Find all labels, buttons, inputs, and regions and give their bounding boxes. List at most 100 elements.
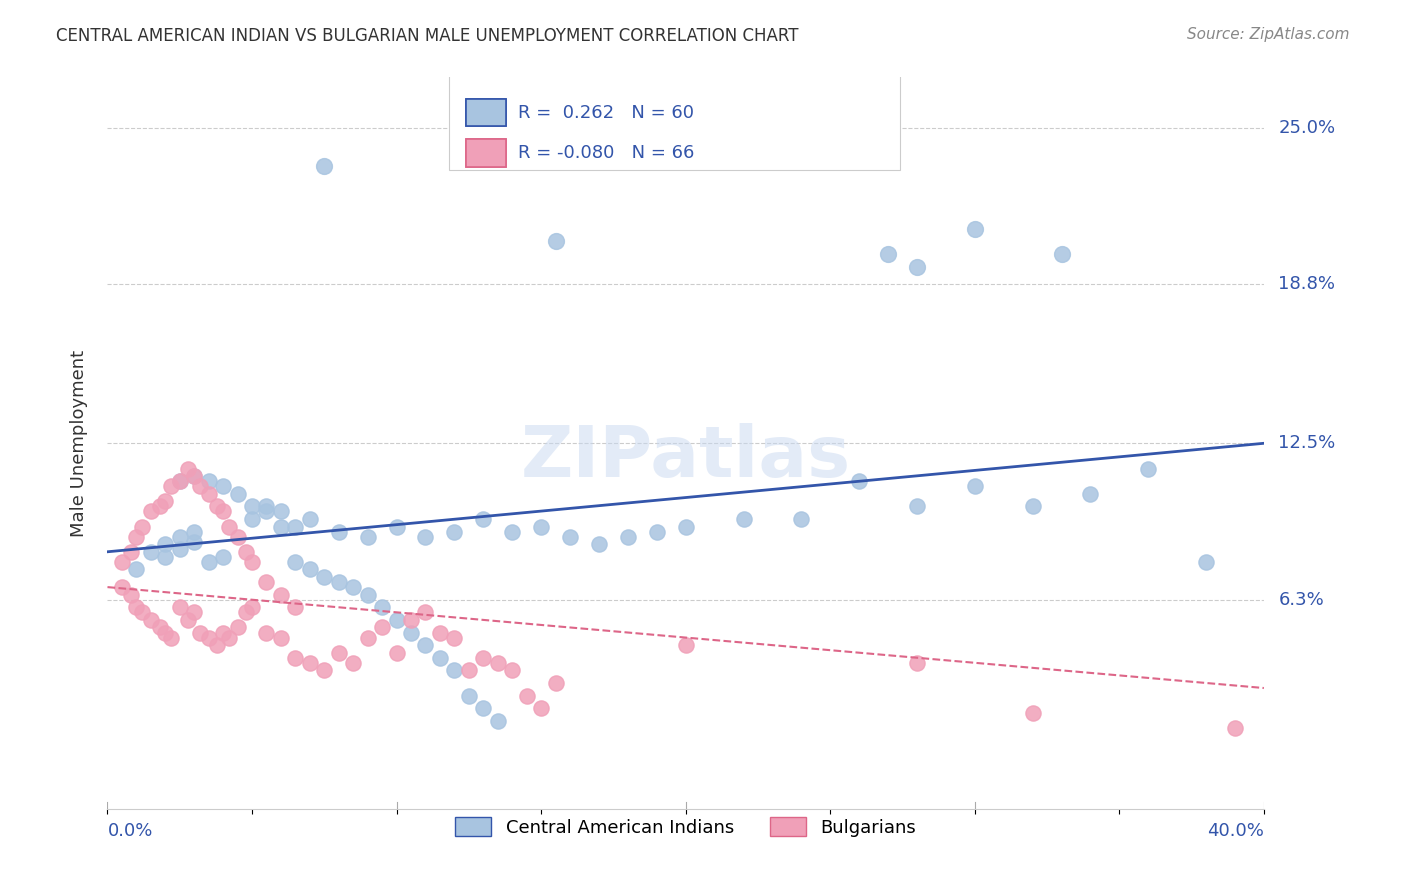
Point [905,656,928,670]
Point [963,479,986,493]
Point [399,613,422,627]
Point [160,479,183,493]
Text: 40.0%: 40.0% [1206,822,1264,839]
Point [472,512,495,526]
Text: Male Unemployment: Male Unemployment [69,350,87,537]
Point [530,519,553,533]
Point [457,689,479,703]
Point [197,555,219,569]
Point [1137,461,1160,475]
Point [197,487,219,501]
Point [212,549,235,564]
Text: 25.0%: 25.0% [1278,119,1336,136]
Point [155,537,177,551]
Point [240,555,263,569]
Point [256,500,278,514]
Point [298,562,321,576]
Point [148,500,170,514]
FancyBboxPatch shape [465,99,506,127]
Point [188,625,211,640]
Point [328,575,350,590]
Point [371,600,394,615]
Point [675,638,697,652]
Legend: Central American Indians, Bulgarians: Central American Indians, Bulgarians [449,810,924,844]
Point [131,519,153,533]
Point [385,613,408,627]
Point [155,625,177,640]
Point [544,676,567,690]
Point [212,504,235,518]
Point [226,530,249,544]
Text: Source: ZipAtlas.com: Source: ZipAtlas.com [1187,27,1350,42]
Point [328,646,350,660]
Point [120,588,142,602]
Point [256,504,278,518]
Point [385,519,408,533]
FancyBboxPatch shape [449,64,900,170]
Point [675,519,697,533]
Point [270,519,292,533]
Point [429,625,451,640]
Point [298,512,321,526]
Point [558,530,581,544]
Point [218,519,240,533]
Point [256,625,278,640]
Point [472,650,495,665]
Point [645,524,668,539]
Point [486,714,509,728]
Point [1050,247,1073,261]
Point [877,247,900,261]
Point [270,631,292,645]
Point [415,530,437,544]
Point [385,646,408,660]
Point [169,600,191,615]
Point [544,235,567,249]
Point [314,570,336,584]
Point [177,613,200,627]
Point [342,580,364,594]
Point [125,562,148,576]
Text: R = -0.080   N = 66: R = -0.080 N = 66 [517,144,695,161]
Text: R = -0.080   N = 66: R = -0.080 N = 66 [517,144,695,161]
Point [284,519,307,533]
Point [1080,487,1102,501]
Point [131,605,153,619]
Point [188,479,211,493]
Point [284,650,307,665]
Point [160,631,183,645]
Point [177,461,200,475]
Point [790,512,813,526]
Point [235,545,257,559]
Point [298,656,321,670]
Point [218,631,240,645]
Point [270,588,292,602]
Point [328,524,350,539]
Point [472,701,495,715]
Point [415,638,437,652]
Point [457,664,479,678]
FancyBboxPatch shape [465,139,506,167]
Point [1195,555,1218,569]
Point [733,512,755,526]
Point [1223,722,1246,736]
Point [169,474,191,488]
Point [357,631,380,645]
Point [371,620,394,634]
Point [617,530,640,544]
Point [963,222,986,236]
Point [501,664,523,678]
Point [240,512,263,526]
Point [212,479,235,493]
FancyBboxPatch shape [465,99,506,127]
Point [226,487,249,501]
Point [111,580,134,594]
Point [111,555,134,569]
Point [848,474,870,488]
Point [516,689,538,703]
Point [1021,500,1043,514]
Point [207,638,229,652]
Text: R =  0.262   N = 60: R = 0.262 N = 60 [517,103,695,121]
Point [588,537,610,551]
Point [125,530,148,544]
Point [183,534,205,549]
